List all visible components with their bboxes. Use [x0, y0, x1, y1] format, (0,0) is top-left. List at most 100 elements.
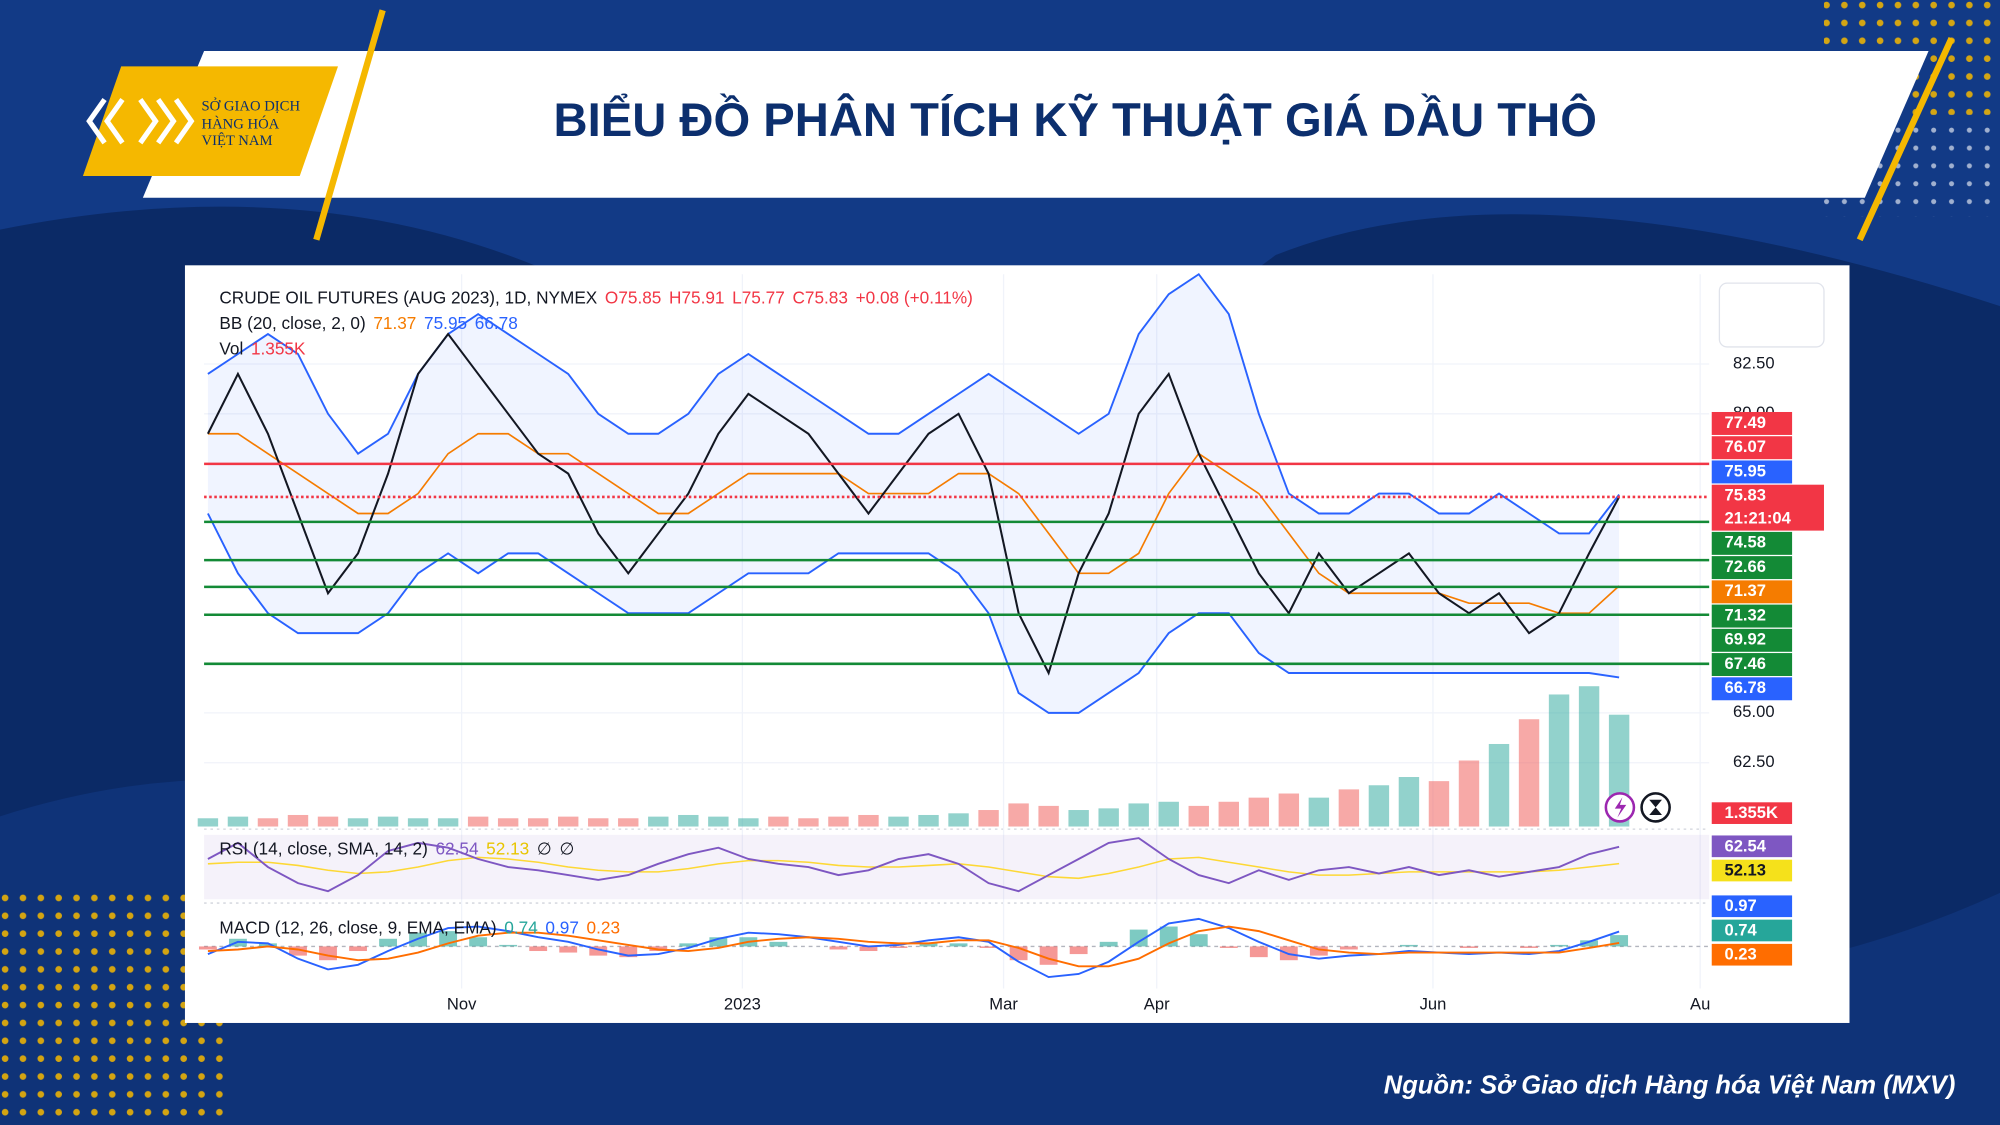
source: Nguồn: Sở Giao dịch Hàng hóa Việt Nam (M…: [1384, 1071, 1956, 1099]
histogram-bar: [559, 946, 578, 953]
volume-bar: [888, 816, 909, 827]
volume-bar: [287, 814, 309, 827]
price-badge: [1711, 628, 1793, 652]
volume-bar: [1008, 803, 1029, 827]
legend-item: 62.54: [435, 838, 478, 858]
price-badge: [1711, 411, 1793, 435]
x-tick-label: Au: [1690, 994, 1710, 1013]
price-badge: [1711, 556, 1793, 580]
y-tick-label: 65.00: [1733, 702, 1775, 721]
logo-line: VIỆT NAM: [202, 132, 273, 149]
histogram-bar: [289, 946, 307, 956]
price-badge-label: 75.83: [1724, 486, 1766, 505]
histogram-bar: [529, 946, 548, 952]
signal-line: [207, 925, 1620, 968]
volume-bar: [1308, 797, 1330, 827]
volume-bar: [618, 818, 639, 827]
volume-bar: [257, 818, 279, 827]
indicator-badge-label: 0.23: [1724, 945, 1756, 964]
indicator-badge-label: 62.54: [1724, 836, 1766, 855]
rsi-band: [204, 834, 1710, 900]
histogram-bar: [589, 946, 608, 956]
icon: [1640, 792, 1671, 823]
volume-bar: [678, 814, 699, 827]
volume-bar: [918, 814, 939, 827]
x-tick-label: Jun: [1420, 994, 1447, 1013]
histogram-bar: [379, 938, 397, 947]
legend-row: CRUDE OIL FUTURES (AUG 2023), 1D, NYMEX O…: [219, 287, 973, 307]
legend-item: 0.97: [545, 917, 578, 937]
volume-bar: [738, 818, 759, 827]
price-badge: [1711, 580, 1793, 604]
volume-bar: [347, 818, 369, 827]
legend-item: RSI (14, close, SMA, 14, 2): [219, 838, 427, 858]
bb-basis-line: [207, 432, 1620, 615]
legend-row: RSI (14, close, SMA, 14, 2) 62.54 52.13 ∅ ∅: [219, 838, 574, 858]
volume-bar: [1158, 801, 1179, 827]
volume-bar: [197, 818, 219, 827]
legend-item: 1.355K: [251, 338, 306, 358]
volume-bar: [1068, 810, 1089, 827]
x-tick-label: 2023: [724, 994, 761, 1013]
chart-panel: [184, 265, 1850, 1023]
histogram-bar: [1339, 946, 1358, 950]
tool-icons: [1604, 792, 1671, 823]
title: BIỂU ĐỒ PHÂN TÍCH KỸ THUẬT GIÁ DẦU THÔ: [554, 92, 1597, 147]
legend-item: BB (20, close, 2, 0): [219, 313, 365, 333]
legend-item: C75.83: [792, 287, 847, 307]
y-tick-label: 62.50: [1733, 752, 1775, 771]
volume-bar: [828, 816, 849, 827]
widget-box: [1718, 282, 1825, 348]
histogram-bar: [499, 944, 518, 947]
banner: [142, 51, 1929, 198]
volume-bar: [377, 816, 399, 827]
volume-bar: [1428, 781, 1450, 827]
indicator-badge: [1711, 943, 1793, 966]
legend-item: CRUDE OIL FUTURES (AUG 2023), 1D, NYMEX: [219, 287, 597, 307]
volume-bar: [1098, 808, 1119, 827]
price-badge: [1711, 436, 1793, 460]
histogram-bar: [1069, 946, 1088, 955]
histogram-bar: [349, 946, 367, 952]
indicator-badge-label: 52.13: [1724, 861, 1766, 880]
volume-bar: [317, 816, 339, 827]
price-badge-label: 71.32: [1724, 605, 1766, 624]
x-tick-label: Apr: [1144, 994, 1170, 1013]
legend-row: MACD (12, 26, close, 9, EMA, EMA) 0.74 0.9…: [219, 917, 620, 937]
volume-bar: [978, 810, 999, 827]
histogram-bar: [949, 943, 968, 947]
logo-block: [82, 66, 339, 177]
legend-item: 66.78: [475, 313, 518, 333]
price-badge-label: 76.07: [1724, 437, 1766, 456]
indicator-badge-label: 0.97: [1724, 896, 1756, 915]
legend-item: 0.23: [587, 917, 620, 937]
icon: [1649, 799, 1662, 816]
legend-item: L75.77: [732, 287, 785, 307]
histogram-bar: [1520, 946, 1538, 948]
histogram-bar: [1550, 944, 1568, 947]
volume-bar: [1518, 719, 1540, 827]
indicator-badge: [1711, 835, 1793, 858]
price-badge-label: 74.58: [1724, 533, 1766, 552]
histogram-bar: [979, 946, 998, 948]
stripe: [313, 9, 386, 241]
histogram-bar: [1249, 946, 1268, 958]
histogram-bar: [1580, 940, 1599, 947]
legend-item: ∅: [537, 838, 552, 858]
histogram-bar: [1460, 946, 1478, 948]
legend-item: 71.37: [373, 313, 416, 333]
histogram-bar: [829, 946, 848, 950]
indicator-badge-label: 1.355K: [1724, 803, 1777, 822]
histogram-bar: [198, 946, 217, 950]
volume-bar: [558, 816, 579, 827]
legend-item: 75.95: [424, 313, 467, 333]
histogram-bar: [1129, 929, 1148, 947]
histogram-bar: [1400, 944, 1418, 947]
histogram-bar: [859, 946, 878, 952]
price-badge-label: 67.46: [1724, 654, 1766, 673]
volume-bar: [648, 816, 669, 827]
bb-lower-line: [207, 513, 1620, 714]
volume-bar: [708, 816, 729, 827]
stripe: [1856, 36, 1955, 242]
